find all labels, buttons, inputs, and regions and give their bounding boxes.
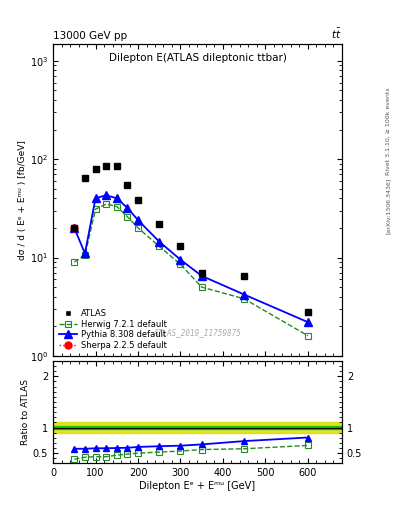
Legend: ATLAS, Herwig 7.2.1 default, Pythia 8.308 default, Sherpa 2.2.5 default: ATLAS, Herwig 7.2.1 default, Pythia 8.30…	[57, 307, 168, 352]
X-axis label: Dilepton Eᵉ + Eᵐᵘ [GeV]: Dilepton Eᵉ + Eᵐᵘ [GeV]	[140, 481, 255, 491]
Text: Rivet 3.1.10, ≥ 100k events: Rivet 3.1.10, ≥ 100k events	[386, 87, 391, 175]
Text: ATLAS_2019_I1759875: ATLAS_2019_I1759875	[154, 328, 241, 337]
Y-axis label: dσ / d ( Eᵉ + Eᵐᵘ ) [fb/GeV]: dσ / d ( Eᵉ + Eᵐᵘ ) [fb/GeV]	[18, 140, 27, 260]
Y-axis label: Ratio to ATLAS: Ratio to ATLAS	[21, 379, 30, 445]
Text: [arXiv:1306.3436]: [arXiv:1306.3436]	[386, 178, 391, 234]
Text: 13000 GeV pp: 13000 GeV pp	[53, 31, 127, 41]
Text: $t\bar{t}$: $t\bar{t}$	[331, 27, 342, 41]
Text: Dilepton E(ATLAS dileptonic ttbar): Dilepton E(ATLAS dileptonic ttbar)	[108, 53, 286, 63]
